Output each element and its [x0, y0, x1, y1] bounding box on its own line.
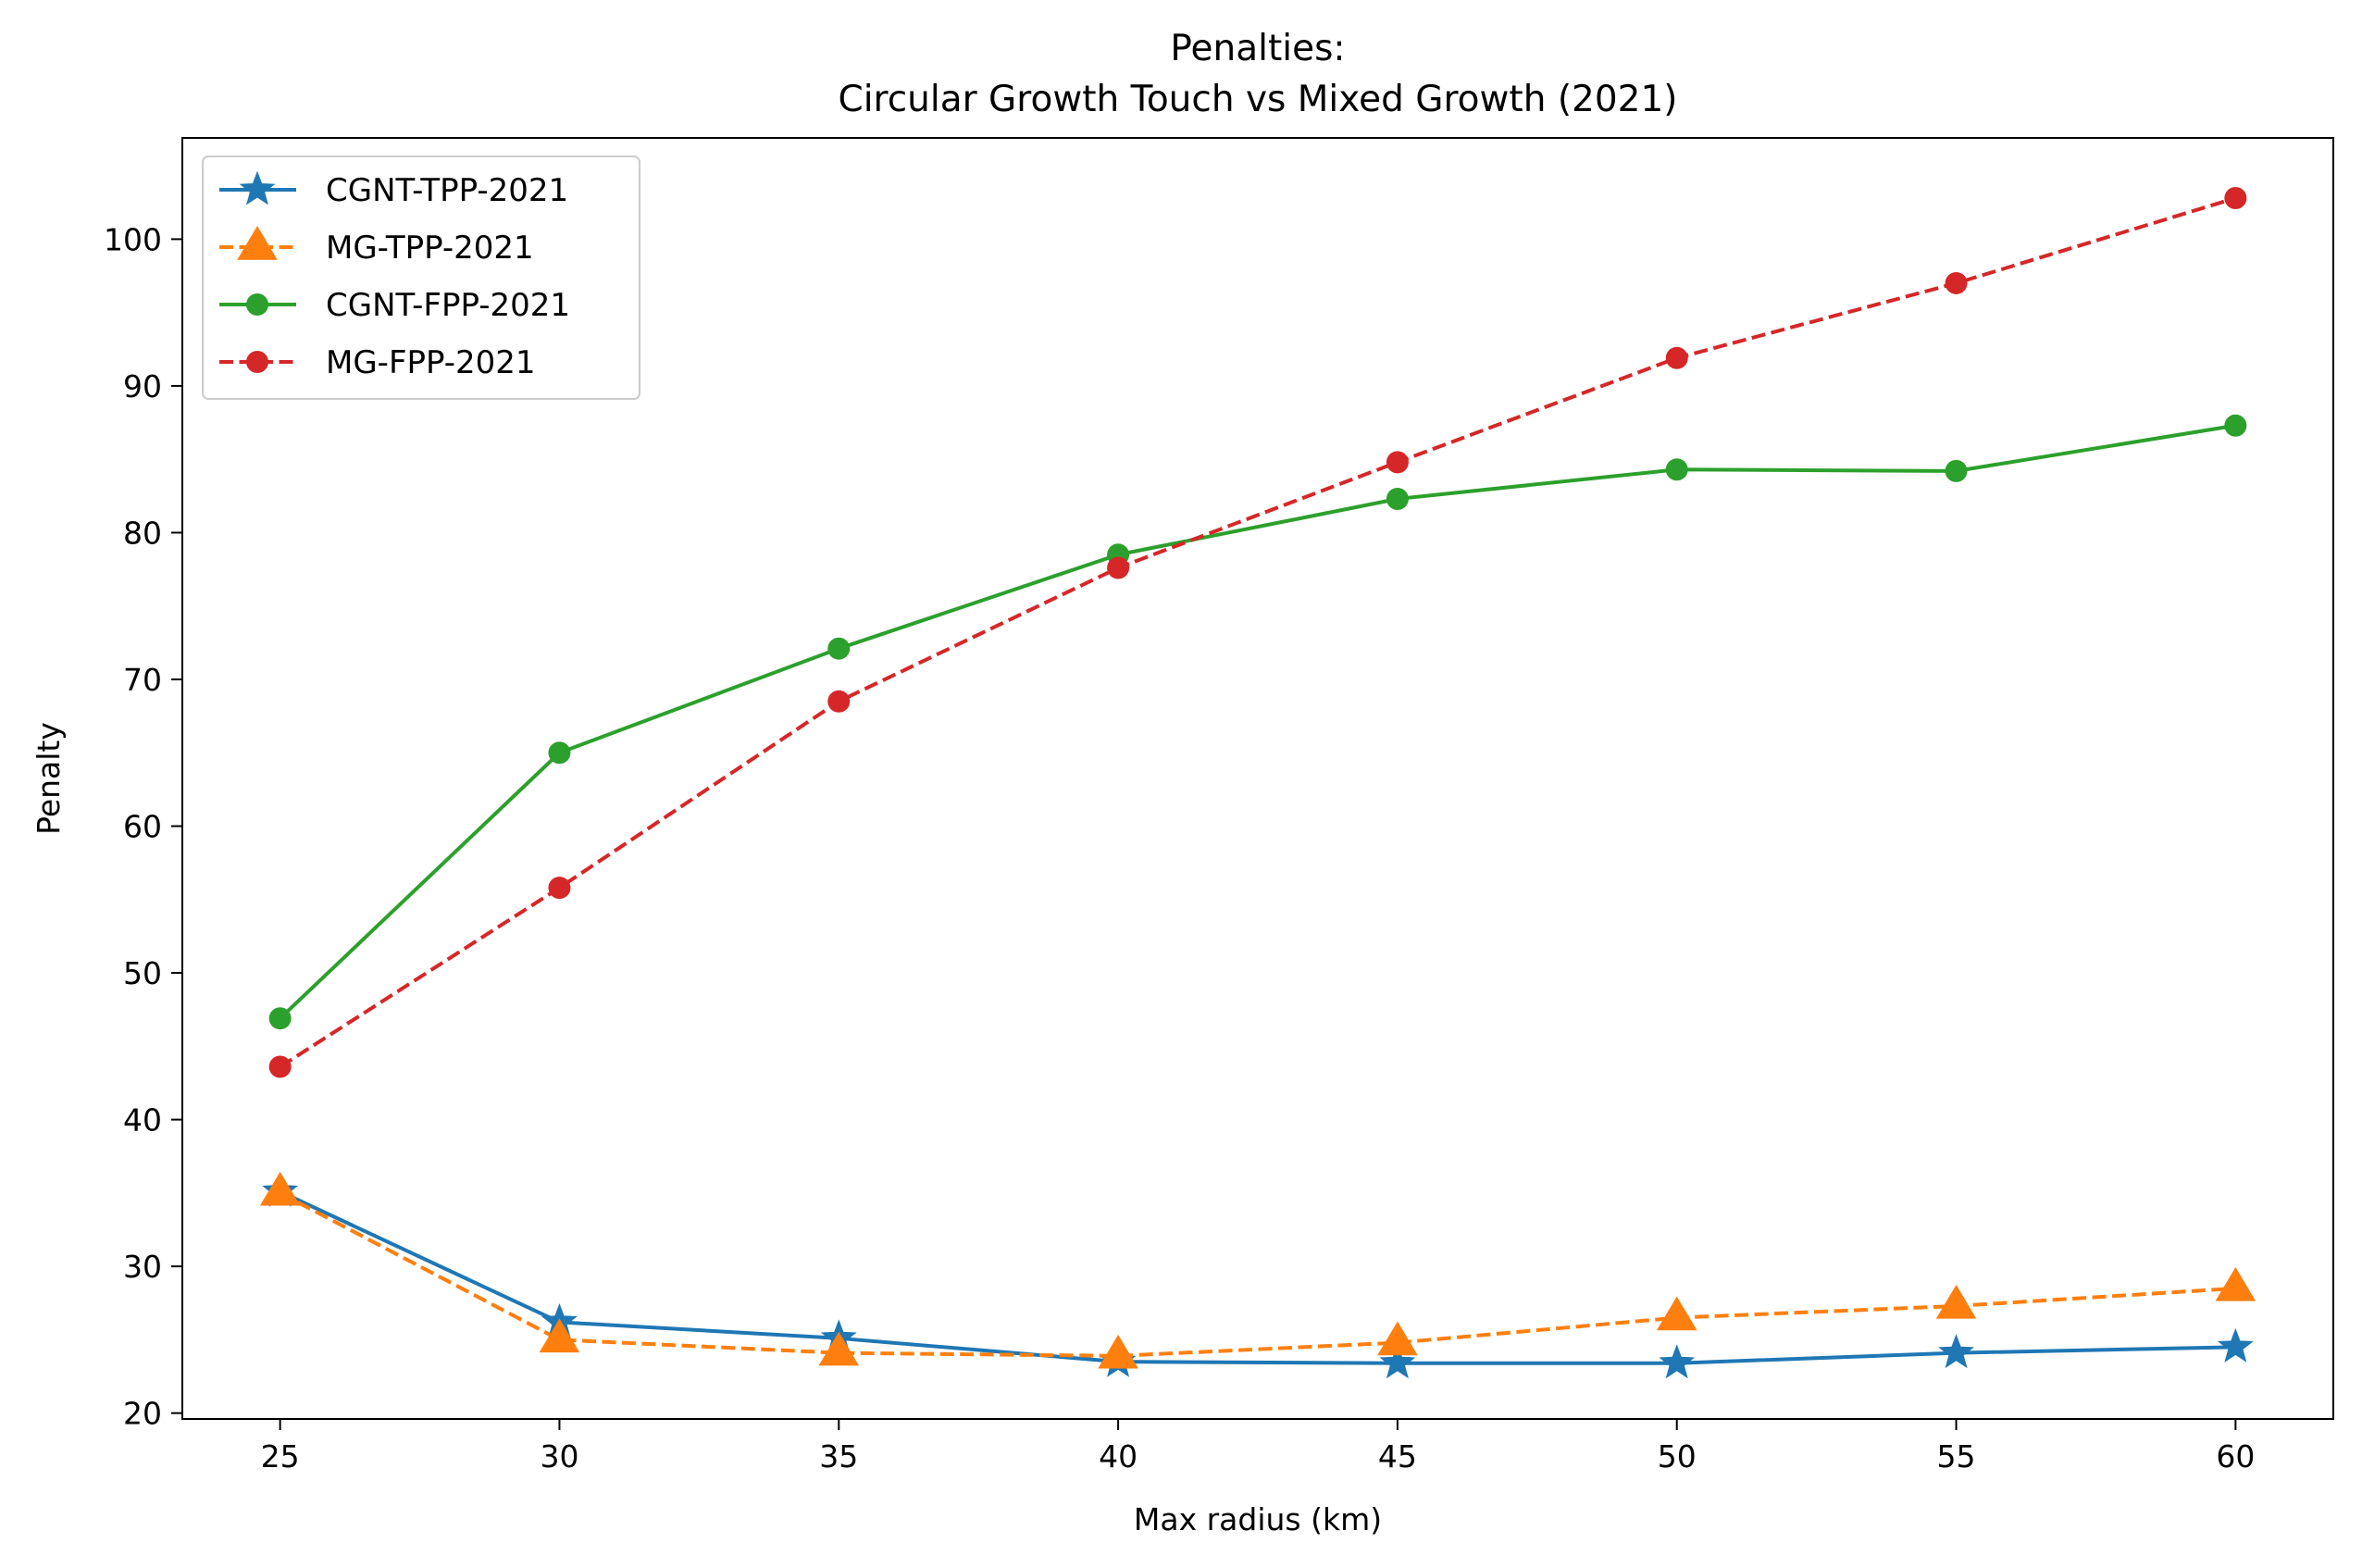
axes-frame [181, 137, 2334, 1420]
data-point-mg-fpp-2021-55 [1945, 271, 1968, 294]
y-tick-label-80: 80 [123, 515, 162, 551]
y-tick-label-90: 90 [123, 368, 162, 404]
x-tick-label-60: 60 [2216, 1438, 2255, 1475]
data-point-mg-fpp-2021-30 [548, 877, 571, 900]
data-point-cgnt-fpp-2021-45 [1386, 487, 1409, 510]
series-line-mg-fpp-2021 [279, 196, 2236, 1069]
series-mg-tpp-2021 [259, 1171, 2256, 1369]
data-point-mg-tpp-2021-25 [259, 1171, 301, 1206]
data-point-mg-fpp-2021-50 [1665, 346, 1688, 369]
legend-label-cgnt-fpp-2021: CGNT-FPP-2021 [326, 287, 570, 324]
legend-marker-mg-tpp-2021 [237, 226, 278, 260]
data-point-mg-fpp-2021-35 [827, 690, 851, 713]
data-point-mg-tpp-2021-55 [1935, 1284, 1977, 1319]
legend-marker-cgnt-fpp-2021 [246, 293, 268, 316]
series-mg-fpp-2021 [268, 186, 2247, 1078]
y-tick-label-50: 50 [123, 955, 162, 991]
x-axis-label: Max radius (km) [1134, 1501, 1382, 1537]
legend-label-cgnt-tpp-2021: CGNT-TPP-2021 [326, 172, 568, 209]
x-tick-label-45: 45 [1378, 1438, 1417, 1475]
series-line-cgnt-fpp-2021 [279, 423, 2236, 1020]
data-point-mg-tpp-2021-40 [1098, 1334, 1138, 1369]
legend-label-mg-fpp-2021: MG-FPP-2021 [326, 344, 536, 381]
chart-title-line-2: Circular Growth Touch vs Mixed Growth (2… [838, 79, 1677, 120]
series-line-mg-tpp-2021 [279, 1191, 2236, 1358]
data-point-mg-fpp-2021-40 [1107, 556, 1130, 579]
data-point-cgnt-fpp-2021-55 [1945, 459, 1968, 482]
y-axis-label: Penalty [31, 722, 67, 835]
data-point-cgnt-fpp-2021-25 [268, 1007, 292, 1030]
data-point-mg-tpp-2021-35 [818, 1331, 860, 1366]
y-tick-label-30: 30 [123, 1249, 162, 1285]
y-tick-label-60: 60 [123, 809, 162, 845]
x-tick-label-25: 25 [261, 1438, 300, 1475]
data-point-cgnt-tpp-2021-45 [1379, 1344, 1416, 1379]
axis-ticks: 25 30 35 40 45 50 55 60 20 30 40 50 60 70 80 90 100 [104, 221, 2255, 1475]
y-tick-label-70: 70 [123, 662, 162, 698]
y-tick-label-40: 40 [123, 1102, 162, 1139]
chart-title-line-1: Penalties: [1170, 28, 1345, 69]
legend: CGNT-TPP-2021 MG-TPP-2021 CGNT-FPP-2021 MG-… [202, 156, 640, 400]
y-tick-label-20: 20 [123, 1396, 162, 1432]
legend-marker-mg-fpp-2021 [246, 351, 268, 373]
data-point-cgnt-fpp-2021-35 [827, 637, 851, 660]
series-cgnt-fpp-2021 [268, 414, 2247, 1030]
data-point-mg-tpp-2021-30 [539, 1318, 580, 1353]
x-tick-label-30: 30 [540, 1438, 578, 1475]
x-tick-label-40: 40 [1099, 1438, 1137, 1475]
x-tick-label-55: 55 [1937, 1438, 1976, 1475]
data-point-cgnt-tpp-2021-55 [1938, 1334, 1974, 1369]
data-point-cgnt-tpp-2021-60 [2217, 1327, 2254, 1363]
x-tick-label-50: 50 [1658, 1438, 1697, 1475]
data-point-mg-fpp-2021-25 [268, 1055, 292, 1078]
plot-area [259, 186, 2256, 1379]
y-tick-label-100: 100 [104, 221, 162, 257]
legend-marker-cgnt-tpp-2021 [239, 170, 276, 205]
data-point-cgnt-fpp-2021-30 [548, 741, 571, 765]
data-point-mg-tpp-2021-45 [1377, 1321, 1418, 1356]
data-point-cgnt-tpp-2021-50 [1659, 1344, 1696, 1379]
x-tick-label-35: 35 [819, 1438, 858, 1475]
data-point-mg-fpp-2021-60 [2224, 186, 2247, 209]
legend-label-mg-tpp-2021: MG-TPP-2021 [326, 230, 534, 267]
data-point-cgnt-fpp-2021-60 [2224, 414, 2247, 437]
data-point-mg-fpp-2021-45 [1386, 451, 1409, 474]
series-line-cgnt-tpp-2021 [279, 1189, 2236, 1365]
data-point-cgnt-fpp-2021-50 [1665, 458, 1688, 481]
legend-box [202, 156, 640, 400]
data-point-mg-tpp-2021-60 [2215, 1266, 2256, 1301]
data-point-mg-tpp-2021-50 [1656, 1296, 1697, 1331]
